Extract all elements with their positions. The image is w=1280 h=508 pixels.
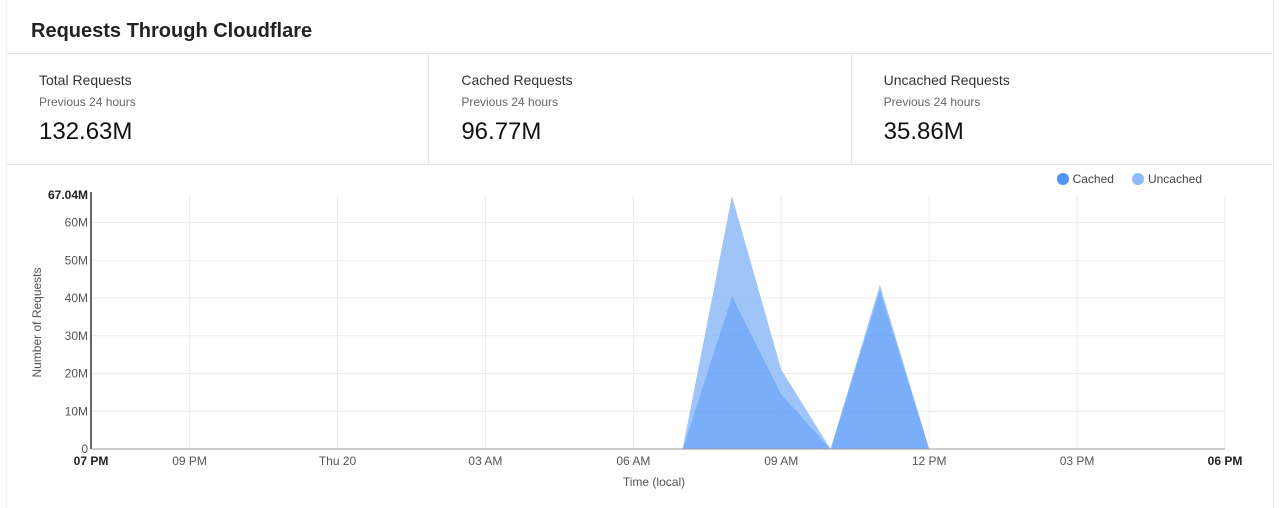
stat-cached-requests: Cached Requests Previous 24 hours 96.77M [429,54,852,164]
x-tick-label: 07 PM [74,454,109,468]
y-axis-title: Number of Requests [30,267,44,377]
series-area-cached [682,290,930,449]
y-tick-label: 40M [65,291,88,305]
legend-label-cached: Cached [1072,172,1114,186]
legend-item-cached[interactable]: Cached [1056,172,1114,186]
stat-label: Total Requests [39,72,132,88]
y-tick-label: 30M [65,329,88,343]
legend-item-uncached[interactable]: Uncached [1131,172,1202,186]
stats-row: Total Requests Previous 24 hours 132.63M… [7,54,1273,165]
x-tick-label: 03 PM [1060,454,1095,468]
stat-period: Previous 24 hours [883,95,981,109]
chart-legend: Cached Uncached [1056,172,1202,186]
y-tick-label: 0 [81,442,88,456]
x-axis-title: Time (local) [623,475,685,489]
stat-period: Previous 24 hours [461,95,559,109]
series-area-uncached [682,196,930,449]
legend-label-uncached: Uncached [1147,172,1202,186]
y-tick-label: 10M [65,404,88,418]
x-tick-label: 12 PM [912,454,947,468]
x-tick-label: Thu 20 [319,454,357,468]
y-max-label: 67.04M [48,188,88,202]
legend-swatch-uncached [1131,173,1144,185]
stat-value: 132.63M [39,118,133,145]
stat-label: Uncached Requests [883,72,1010,88]
requests-card: Requests Through Cloudflare Total Reques… [6,0,1274,508]
x-tick-label: 09 AM [764,454,798,468]
stat-value: 96.77M [461,118,542,145]
x-tick-label: 09 PM [172,454,207,468]
x-tick-label: 03 AM [468,454,502,468]
y-tick-label: 50M [65,253,88,267]
x-tick-label: 06 AM [616,454,650,468]
card-title: Requests Through Cloudflare [31,20,313,42]
stat-uncached-requests: Uncached Requests Previous 24 hours 35.8… [852,54,1273,164]
stat-value: 35.86M [883,118,964,145]
y-tick-label: 20M [65,367,88,381]
stat-label: Cached Requests [461,72,573,88]
y-tick-label: 60M [65,216,88,230]
legend-swatch-cached [1056,173,1069,185]
stat-period: Previous 24 hours [39,95,136,109]
title-divider [7,53,1273,54]
x-tick-label: 06 PM [1208,454,1243,468]
stat-total-requests: Total Requests Previous 24 hours 132.63M [7,54,430,164]
